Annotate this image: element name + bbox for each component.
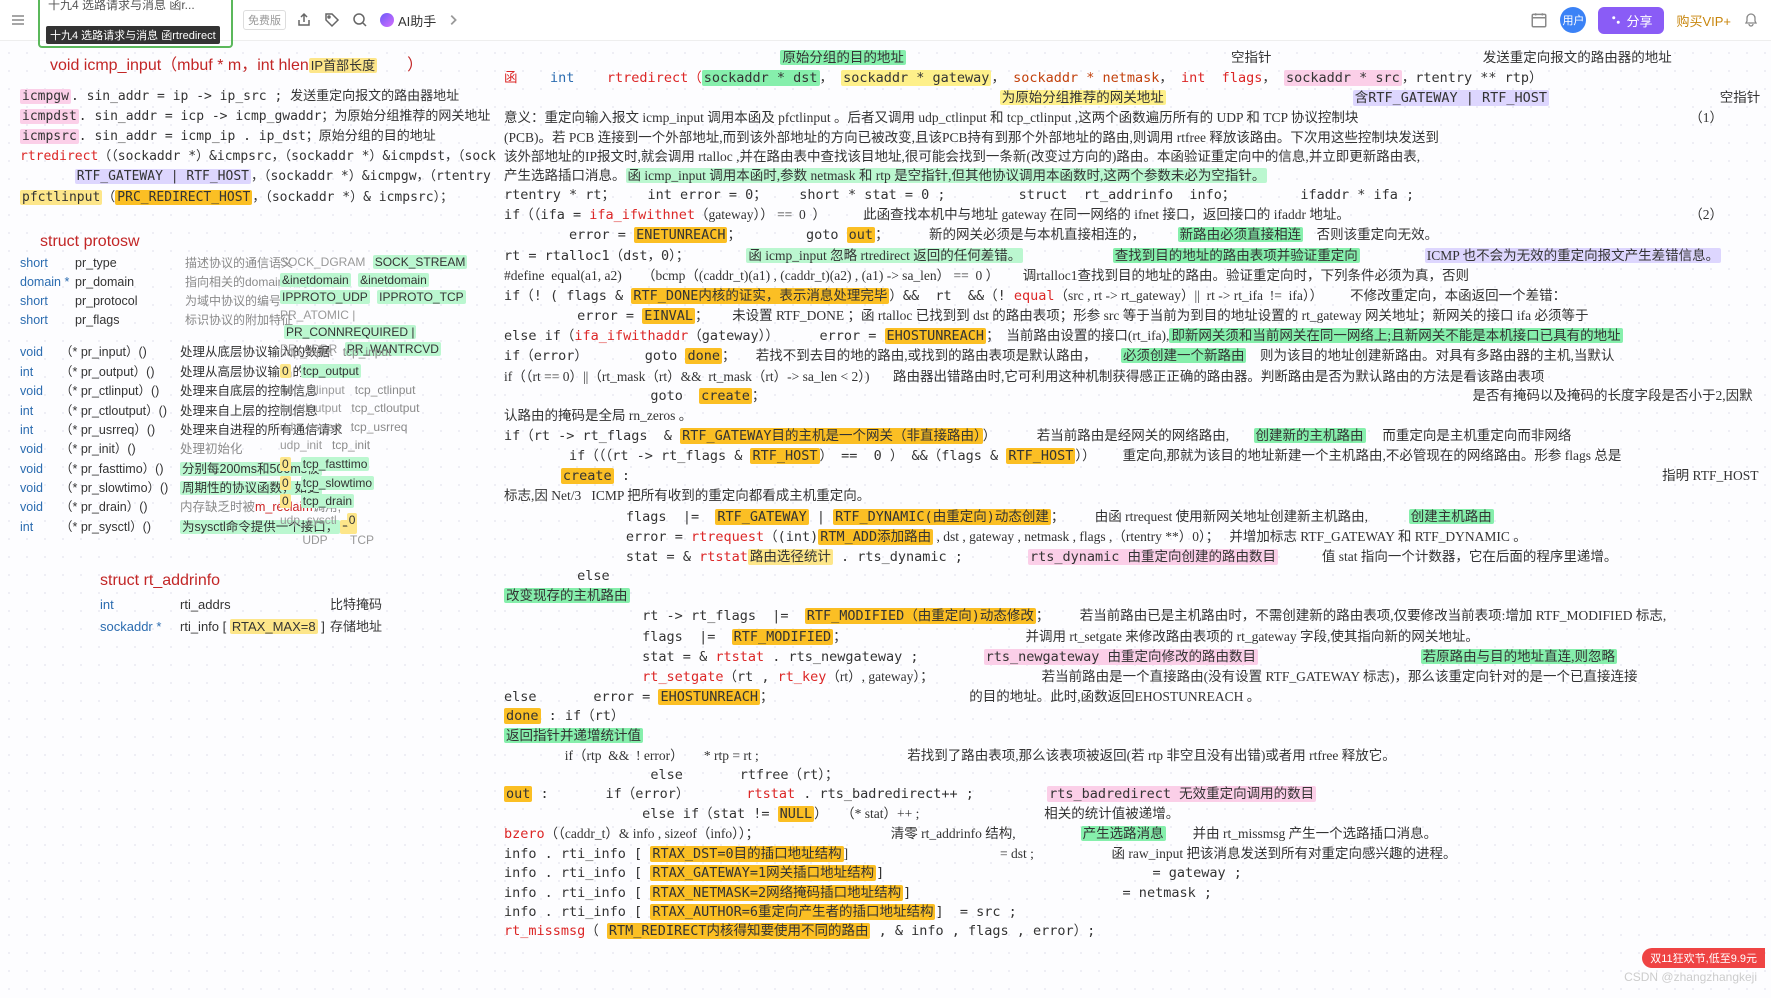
r2: 为原始分组推荐的网关地址 含RTF_GATEWAY | RTF_HOST 空指针 xyxy=(504,88,1763,108)
promo-badge[interactable]: 双11狂欢节,低至9.9元 xyxy=(1642,948,1765,968)
r4: (PCB)。若 PCB 连接到一个外部地址,而到该外部地址的方向已被改变,且该P… xyxy=(504,128,1763,147)
r25: rt -> rt_flags |= RTF_MODIFIED（由重定向)动态修改… xyxy=(504,606,1763,626)
right-pane: 原始分组的目的地址 空指针 发送重定向报文的路由器的地址 函 int rtred… xyxy=(496,44,1771,998)
r11: #define equal(a1, a2) （bcmp（(caddr_t)(a1… xyxy=(504,266,1763,286)
r26: flags |= RTF_MODIFIED； 并调用 rt_setgate 来修… xyxy=(504,627,1763,647)
r32: else rtfree（rt）； xyxy=(504,766,1763,785)
search-icon[interactable] xyxy=(352,11,370,29)
r10: rt = rtalloc1（dst，0）； 函 icmp_input 忽略 rt… xyxy=(504,246,1763,266)
r31: if（rtp && ! error） * rtp = rt ; 若找到了路由表项… xyxy=(504,746,1763,765)
r30: done : if（rt） 返回指针并递增统计值 xyxy=(504,707,1763,746)
watermark: CSDN @zhangzhangkeji xyxy=(1624,970,1757,984)
func-header: void icmp_input（mbuf * m，int hlen xyxy=(50,54,309,79)
r7: rtentry * rt； int error = 0； short * sta… xyxy=(504,186,1763,205)
calendar-icon[interactable] xyxy=(1530,11,1548,29)
export-icon[interactable] xyxy=(296,11,314,29)
r16: if（（rt == 0）||（rt_mask（rt）&& rt_mask（rt）… xyxy=(504,367,1763,386)
left-code: icmpgw. sin_addr = ip -> ip_src ; 发送重定向报… xyxy=(20,87,490,208)
chevron-right-icon[interactable] xyxy=(446,11,464,29)
tab-tooltip: 十九4 选路请求与消息 函rtredirect xyxy=(46,26,220,44)
r28: rt_setgate（rt , rt_key（rt）, gateway）； 若当… xyxy=(504,667,1763,687)
r35: bzero（（caddr_t）& info , sizeof（info））； 清… xyxy=(504,824,1763,844)
r14: else if（ifa_ifwithaddr（gateway）） error =… xyxy=(504,326,1763,346)
tag-icon[interactable] xyxy=(324,11,342,29)
tab-title: 十九4 选路请求与消息 函r... xyxy=(48,0,223,13)
share-button[interactable]: 分享 xyxy=(1598,7,1664,34)
r19: if（（（rt -> rt_flags & RTF_HOST） == 0 ） &… xyxy=(504,446,1763,466)
r0: 原始分组的目的地址 空指针 发送重定向报文的路由器的地址 xyxy=(504,48,1763,68)
r33: out : if（error） rtstat . rts_badredirect… xyxy=(504,785,1763,804)
r12: if（! ( flags & RTF_DONE内核的证实，表示消息处理完毕）&&… xyxy=(504,286,1763,306)
r40: rt_missmsg（ RTM_REDIRECT内核得知要使用不同的路由 , &… xyxy=(504,922,1763,941)
ai-helper-button[interactable]: AI助手 xyxy=(380,11,436,30)
r6: 产生选路插口消息。函 icmp_input 调用本函时,参数 netmask 和… xyxy=(504,166,1763,186)
r37: info . rti_info [ RTAX_GATEWAY=1网关插口地址结构… xyxy=(504,864,1763,883)
r23: stat = & rtstat路由选径统计 . rts_dynamic ; rt… xyxy=(504,547,1763,567)
r18: if（rt -> rt_flags & RTF_GATEWAY目的主机是一个网关… xyxy=(504,426,1763,446)
r5: 该外部地址的IP报文时,就会调用 rtalloc ,并在路由表中查找该目地址,很… xyxy=(504,147,1763,166)
document-tab[interactable]: 十九4 选路请求与消息 函r... 十九4 选路请求与消息 函rtredirec… xyxy=(38,0,233,48)
left-pane: void icmp_input（mbuf * m，int hlenIP首部长度）… xyxy=(0,44,496,998)
free-badge: 免费版 xyxy=(243,10,286,30)
r29: else error = EHOSTUNREACH； 的目的地址。此时,函数返回… xyxy=(504,687,1763,707)
r3: 意义：重定向输入报文 icmp_input 调用本函及 pfctlinput 。… xyxy=(504,108,1763,127)
r34: else if（stat != NULL） （* stat）++ ; 相关的统计… xyxy=(504,804,1763,824)
vip-button[interactable]: 购买VIP+ xyxy=(1676,11,1731,30)
r27: stat = & rtstat . rts_newgateway ; rts_n… xyxy=(504,647,1763,667)
r1: 函 int rtredirect（sockaddr * dst， sockadd… xyxy=(504,68,1763,88)
struct-header: struct protosw xyxy=(40,230,490,255)
r8: if（（ifa = ifa_ifwithnet（gateway）） == 0 ）… xyxy=(504,205,1763,225)
r24: else 改变现存的主 xyxy=(504,567,1763,606)
header-hl: IP首部长度 xyxy=(309,58,377,73)
side-impl: udp_inputtcp_input0tcp_outputudp_ctlinpu… xyxy=(280,343,419,550)
r39: info . rti_info [ RTAX_AUTHOR=6重定向产生者的插口… xyxy=(504,903,1763,922)
r15: if（error） goto done； 若找不到去目的地的路由,或找到的路由表… xyxy=(504,346,1763,366)
ai-icon xyxy=(380,13,394,27)
bell-icon[interactable] xyxy=(1743,11,1761,29)
rt-addrinfo-struct: struct rt_addrinfo intrti_addrs比特掩码 sock… xyxy=(100,567,490,638)
r38: info . rti_info [ RTAX_NETMASK=2网络掩码插口地址… xyxy=(504,884,1763,903)
r13: error = EINVAL； 未设置 RTF_DONE ；函 rtalloc … xyxy=(504,306,1763,326)
r17: goto create； 是否有掩码以及掩码的长度字段是否小于2,因默认路由的掩… xyxy=(504,386,1763,426)
r22: error = rtrequest（(int)RTM_ADD添加路由 , dst… xyxy=(504,527,1763,547)
menu-icon[interactable] xyxy=(10,11,28,29)
r9: error = ENETUNREACH； goto out； 新的网关必须是与本… xyxy=(504,225,1763,245)
topbar: 十九4 选路请求与消息 函r... 十九4 选路请求与消息 函rtredirec… xyxy=(0,0,1771,41)
function-pointers: void（* pr_input）()处理从底层协议输入的数据int（* pr_o… xyxy=(20,343,490,537)
user-avatar[interactable]: 用户 xyxy=(1560,7,1586,33)
r21: flags |= RTF_GATEWAY | RTF_DYNAMIC(由重定向)… xyxy=(504,507,1763,527)
r36: info . rti_info [ RTAX_DST=0目的插口地址结构] = … xyxy=(504,844,1763,864)
r20: create : 指明 RTF_HOST 标志,因 Net/3 ICMP 把所有… xyxy=(504,466,1763,506)
